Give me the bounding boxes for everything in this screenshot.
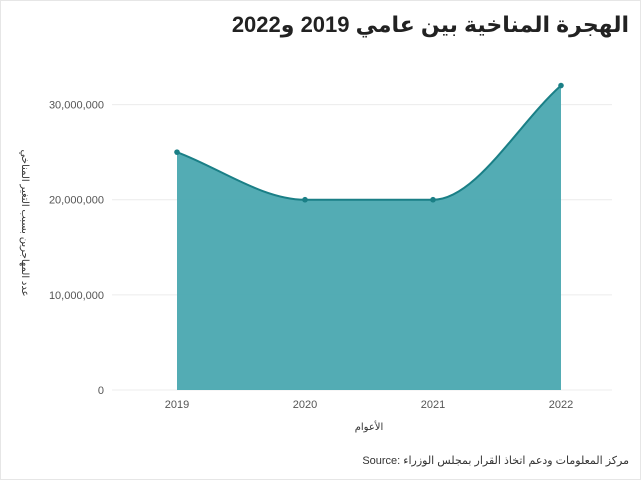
data-point — [558, 82, 564, 89]
x-axis-ticks: 2019 2020 2021 2022 — [165, 399, 573, 411]
data-points — [174, 82, 564, 203]
x-tick-label: 2021 — [421, 399, 445, 411]
source-note: مركز المعلومات ودعم اتخاذ القرار بمجلس ا… — [362, 455, 629, 467]
x-tick-label: 2020 — [293, 399, 317, 411]
data-point — [430, 196, 436, 203]
y-tick-label: 30,000,000 — [49, 100, 104, 112]
y-tick-label: 0 — [98, 385, 104, 397]
x-axis-label: الأعوام — [355, 420, 384, 433]
area-fill — [177, 85, 561, 391]
data-point — [302, 196, 308, 203]
y-tick-label: 10,000,000 — [49, 290, 104, 302]
y-axis-label: عدد المهاجرين بسبب التغير المناخي — [19, 149, 30, 296]
chart-title: الهجرة المناخية بين عامي 2019 و2022 — [231, 12, 629, 37]
y-axis-ticks: 0 10,000,000 20,000,000 30,000,000 — [49, 100, 104, 397]
y-tick-label: 20,000,000 — [49, 195, 104, 207]
series-line — [176, 84, 562, 201]
x-tick-label: 2022 — [549, 399, 573, 411]
x-tick-label: 2019 — [165, 399, 189, 411]
data-point — [174, 149, 180, 155]
